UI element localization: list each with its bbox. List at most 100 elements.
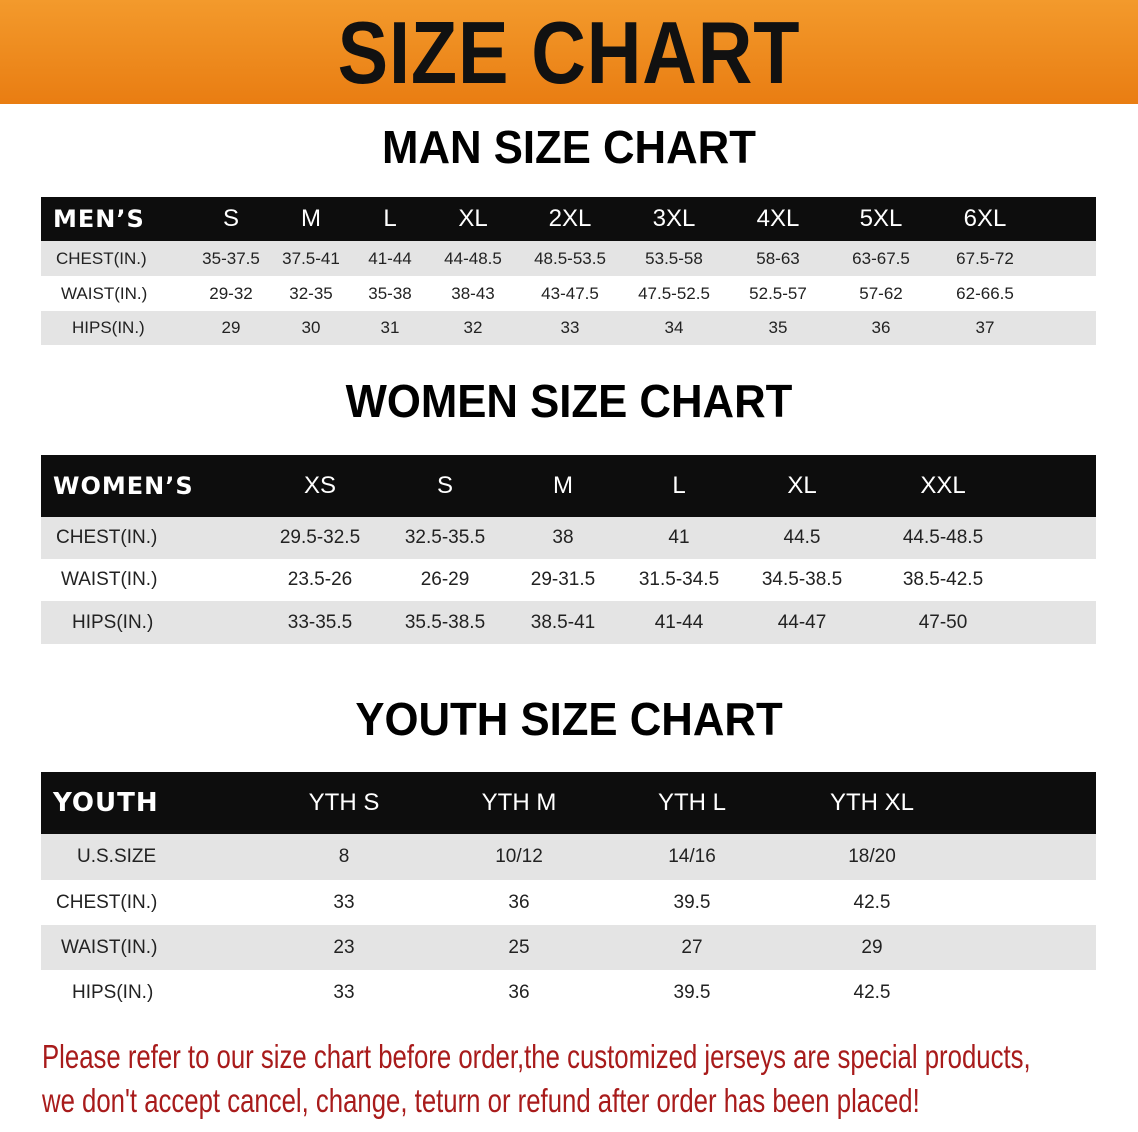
men-size-table: MEN’S S M L XL 2XL 3XL 4XL 5XL 6XL CHEST(IN.) 35-37…: [41, 197, 1096, 345]
measurement-value: 62-66.5: [956, 283, 1014, 303]
size-column-header: 4XL: [756, 205, 800, 232]
measurement-value: 18/20: [848, 846, 896, 867]
measurement-value: 42.5: [853, 891, 891, 913]
measurement-value: 35-38: [368, 283, 412, 303]
women-header-row: WOMEN’S XS S M L XL XXL: [41, 455, 1096, 517]
measurement-label: HIPS(IN.): [72, 318, 145, 337]
measurement-value: 31.5-34.5: [638, 569, 720, 590]
size-column-header: 6XL: [963, 205, 1007, 232]
measurement-value: 36: [508, 982, 530, 1003]
table-row: WAIST(IN.) 29-32 32-35 35-38 38-43 43-47.5 47.…: [41, 276, 1096, 311]
measurement-value: 44-47: [777, 611, 827, 633]
measurement-value: 26-29: [420, 569, 470, 590]
measurement-value: 58-63: [756, 248, 800, 268]
measurement-value: 63-67.5: [852, 248, 910, 268]
measurement-value: 52.5-57: [749, 283, 807, 303]
measurement-value: 32.5-35.5: [404, 527, 486, 548]
measurement-value: 33-35.5: [287, 611, 353, 633]
banner: SIZE CHART: [0, 0, 1138, 104]
table-row: HIPS(IN.) 33 36 39.5 42.5: [41, 970, 1096, 1016]
policy-note-line-2: we don't accept cancel, change, teturn o…: [42, 1082, 920, 1119]
table-row: CHEST(IN.) 35-37.5 37.5-41 41-44 44-48.5 48.5…: [41, 241, 1096, 276]
size-column-header: XXL: [920, 472, 966, 499]
size-column-header: M: [553, 472, 573, 499]
measurement-value: 34: [664, 318, 684, 337]
measurement-value: 27: [681, 936, 703, 958]
youth-section-title: YOUTH SIZE CHART: [355, 693, 783, 745]
measurement-value: 23.5-26: [287, 569, 353, 590]
measurement-value: 33: [560, 318, 580, 337]
measurement-value: 38.5-42.5: [902, 569, 984, 590]
women-size-table: WOMEN’S XS S M L XL XXL CHEST(IN.) 29.5-32.5 32.5…: [41, 455, 1096, 644]
measurement-value: 10/12: [495, 846, 543, 867]
size-column-header: YTH M: [481, 789, 557, 816]
measurement-value: 35: [768, 318, 788, 337]
banner-title: SIZE CHART: [337, 3, 801, 102]
measurement-value: 38.5-41: [530, 611, 596, 633]
table-row: HIPS(IN.) 33-35.5 35.5-38.5 38.5-41 41-44 44-…: [41, 601, 1096, 644]
size-column-header: S: [436, 472, 454, 499]
measurement-value: 41-44: [654, 611, 704, 633]
table-row: HIPS(IN.) 29 30 31 32 33 34 35 36 37: [41, 311, 1096, 345]
measurement-value: 30: [301, 318, 321, 337]
measurement-value: 47.5-52.5: [638, 283, 710, 303]
measurement-value: 47-50: [918, 611, 968, 633]
size-column-header: XL: [787, 472, 817, 499]
measurement-value: 29-32: [209, 283, 253, 303]
men-header-row: MEN’S S M L XL 2XL 3XL 4XL 5XL 6XL: [41, 197, 1096, 241]
measurement-label: HIPS(IN.): [72, 982, 154, 1003]
table-row: CHEST(IN.) 29.5-32.5 32.5-35.5 38 41 44.5 44.5…: [41, 517, 1096, 559]
table-heading: MEN’S: [53, 205, 145, 233]
men-section-title: MAN SIZE CHART: [382, 121, 756, 173]
measurement-label: WAIST(IN.): [61, 936, 158, 958]
measurement-value: 37.5-41: [282, 248, 340, 268]
measurement-value: 34.5-38.5: [761, 569, 843, 590]
measurement-value: 36: [871, 318, 891, 337]
measurement-label: CHEST(IN.): [56, 248, 147, 268]
measurement-value: 42.5: [853, 982, 891, 1003]
table-row: WAIST(IN.) 23.5-26 26-29 29-31.5 31.5-34.5 34…: [41, 559, 1096, 601]
table-heading: WOMEN’S: [53, 472, 194, 500]
measurement-value: 33: [333, 982, 355, 1003]
size-column-header: L: [672, 472, 686, 499]
measurement-value: 32: [463, 318, 483, 337]
measurement-value: 8: [338, 846, 350, 867]
table-row: WAIST(IN.) 23 25 27 29: [41, 925, 1096, 970]
measurement-value: 38: [552, 527, 574, 548]
youth-header-row: YOUTH YTH S YTH M YTH L YTH XL: [41, 772, 1096, 834]
measurement-value: 29: [861, 936, 883, 958]
measurement-value: 35-37.5: [202, 248, 260, 268]
measurement-value: 67.5-72: [956, 248, 1014, 268]
size-column-header: L: [383, 205, 397, 232]
size-column-header: YTH S: [308, 789, 380, 816]
measurement-value: 41-44: [368, 248, 412, 268]
measurement-value: 44.5-48.5: [902, 527, 984, 548]
measurement-value: 35.5-38.5: [404, 611, 486, 633]
size-column-header: XS: [303, 472, 337, 499]
table-heading: YOUTH: [53, 788, 159, 818]
measurement-value: 37: [975, 318, 995, 337]
measurement-value: 32-35: [289, 283, 333, 303]
measurement-label: WAIST(IN.): [61, 283, 148, 303]
measurement-value: 31: [380, 318, 400, 337]
measurement-label: HIPS(IN.): [72, 611, 154, 633]
measurement-value: 33: [333, 891, 355, 913]
size-column-header: YTH XL: [829, 789, 915, 816]
size-column-header: 2XL: [548, 205, 592, 232]
measurement-value: 29: [221, 318, 241, 337]
measurement-value: 41: [668, 527, 690, 548]
measurement-label: U.S.SIZE: [77, 846, 157, 867]
table-row: CHEST(IN.) 33 36 39.5 42.5: [41, 880, 1096, 925]
measurement-label: WAIST(IN.): [61, 569, 158, 590]
measurement-value: 43-47.5: [541, 283, 599, 303]
policy-note-line-1: Please refer to our size chart before or…: [42, 1038, 1031, 1075]
measurement-value: 25: [508, 936, 530, 958]
measurement-label: CHEST(IN.): [56, 527, 158, 548]
measurement-value: 57-62: [859, 283, 903, 303]
measurement-value: 48.5-53.5: [534, 248, 606, 268]
size-column-header: S: [222, 205, 240, 232]
measurement-value: 23: [333, 936, 355, 958]
measurement-value: 53.5-58: [645, 248, 703, 268]
measurement-value: 36: [508, 891, 530, 913]
